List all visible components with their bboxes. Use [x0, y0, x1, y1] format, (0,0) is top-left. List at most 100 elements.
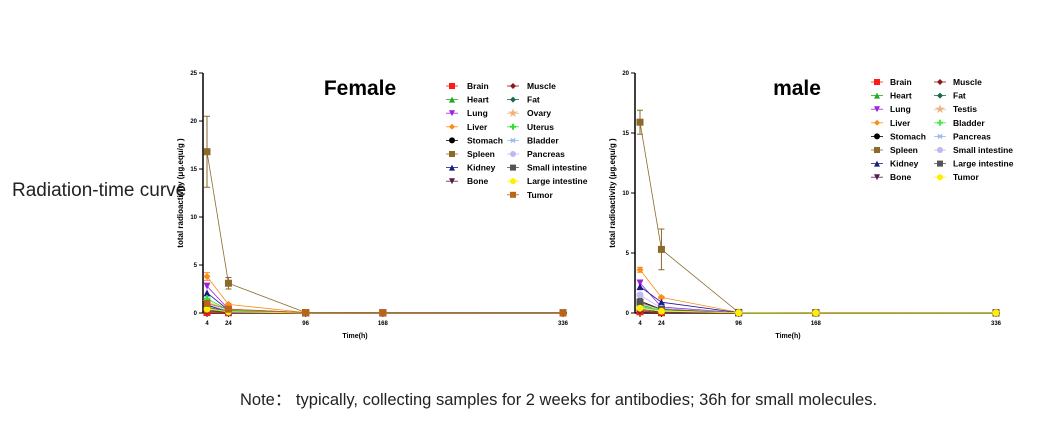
x-axis-label: Time(h) [342, 333, 367, 340]
legend-label: Lung [890, 104, 911, 114]
marker-circle [510, 151, 516, 157]
legend-item: Pancreas [934, 131, 991, 141]
legend-item: Pancreas [507, 149, 565, 159]
legend-label: Brain [467, 81, 489, 91]
legend-item: Large intestine [934, 159, 1014, 169]
marker-square [636, 298, 644, 306]
series-tumor [203, 299, 567, 317]
marker-square [302, 309, 310, 317]
legend-item: Heart [871, 91, 912, 101]
legend-item: Bone [446, 176, 489, 186]
y-tick-label: 5 [626, 251, 630, 257]
marker-cross [937, 119, 943, 126]
marker-circle [449, 137, 455, 144]
marker-diamond [874, 119, 880, 126]
series-tumor [636, 304, 1000, 317]
marker-square [874, 79, 880, 85]
marker-circle [874, 133, 880, 140]
y-tick-label: 10 [622, 191, 629, 197]
marker-asterisk [510, 137, 516, 143]
marker-circle [735, 309, 743, 317]
marker-triangle-down [203, 282, 211, 290]
marker-triangle-down [874, 174, 880, 181]
marker-square [203, 148, 211, 156]
legend-label: Small intestine [527, 163, 587, 173]
legend-item: Brain [446, 81, 489, 91]
y-tick-label: 15 [622, 131, 629, 137]
marker-square [224, 305, 232, 313]
marker-triangle-down [636, 279, 644, 287]
legend-item: ★ Ovary [507, 106, 551, 120]
marker-diamond [510, 83, 516, 89]
series-spleen [203, 115, 567, 317]
legend-item: Muscle [507, 81, 556, 91]
marker-triangle [874, 160, 880, 167]
legend-label: Spleen [467, 149, 495, 159]
legend-label: Small intestine [953, 145, 1013, 155]
legend-label: Bladder [953, 118, 985, 128]
legend-item: Fat [507, 95, 540, 105]
legend-item: Liver [446, 122, 488, 132]
legend-label: Liver [890, 118, 911, 128]
marker-circle [937, 147, 943, 153]
x-tick-label: 336 [991, 321, 1002, 327]
note-text: Note： typically, collecting samples for … [240, 391, 878, 409]
chart-title: male [773, 77, 821, 100]
y-axis-label: total radioactivity (μg.equ/g ) [176, 138, 185, 248]
legend-item: Small intestine [507, 163, 587, 173]
legend-item: Large intestine [507, 176, 588, 186]
legend-label: Large intestine [953, 159, 1014, 169]
marker-triangle-down [449, 110, 455, 117]
legend-item: Bladder [507, 135, 559, 145]
legend-label: Pancreas [527, 149, 565, 159]
marker-triangle-down [874, 106, 880, 113]
marker-cross [510, 123, 516, 130]
marker-square [449, 83, 455, 89]
marker-triangle [203, 289, 211, 297]
marker-circle [636, 291, 644, 299]
legend-label: Uterus [527, 122, 554, 132]
marker-diamond [937, 79, 943, 85]
marker-circle [937, 174, 943, 181]
legend-item: Lung [446, 108, 488, 118]
marker-diamond [449, 123, 455, 130]
legend-label: Bone [467, 176, 489, 186]
legend-label: Heart [467, 95, 489, 105]
legend-label: Stomach [467, 135, 503, 145]
row-label: Radiation-time curve [12, 180, 187, 201]
x-tick-label: 24 [225, 321, 232, 327]
legend-label: Bladder [527, 135, 559, 145]
legend-label: Fat [527, 95, 540, 105]
marker-asterisk [937, 133, 943, 139]
legend-label: Stomach [890, 131, 926, 141]
marker-square [636, 118, 644, 126]
chart-female: 0 5 10 15 20 25 4 24 96 168 336 Time(h) total radioa… [176, 71, 588, 340]
y-tick-label: 5 [194, 263, 198, 269]
marker-diamond [510, 96, 516, 103]
legend-label: Muscle [527, 81, 556, 91]
y-tick-label: 20 [190, 119, 197, 125]
y-tick-label: 10 [190, 215, 197, 221]
legend-item: Uterus [507, 122, 554, 132]
marker-square [224, 279, 232, 287]
legend-item: Lung [871, 104, 911, 114]
y-tick-label: 20 [622, 71, 629, 77]
legend-item: Kidney [871, 159, 919, 169]
marker-square [937, 160, 943, 167]
x-tick-label: 4 [638, 321, 642, 327]
chart-title: Female [324, 77, 396, 100]
legend-label: Kidney [890, 159, 919, 169]
legend-item: Brain [871, 77, 912, 87]
legend-label: Tumor [527, 190, 554, 200]
legend-item: Bone [871, 172, 912, 182]
marker-circle [203, 305, 211, 313]
legend-label: Heart [890, 91, 912, 101]
x-tick-label: 4 [205, 321, 209, 327]
marker-star: ★ [935, 102, 946, 116]
marker-square [874, 147, 880, 153]
y-tick-label: 0 [194, 311, 198, 317]
legend-item: Spleen [871, 145, 918, 155]
marker-triangle-down [449, 178, 455, 185]
marker-diamond [203, 273, 211, 281]
